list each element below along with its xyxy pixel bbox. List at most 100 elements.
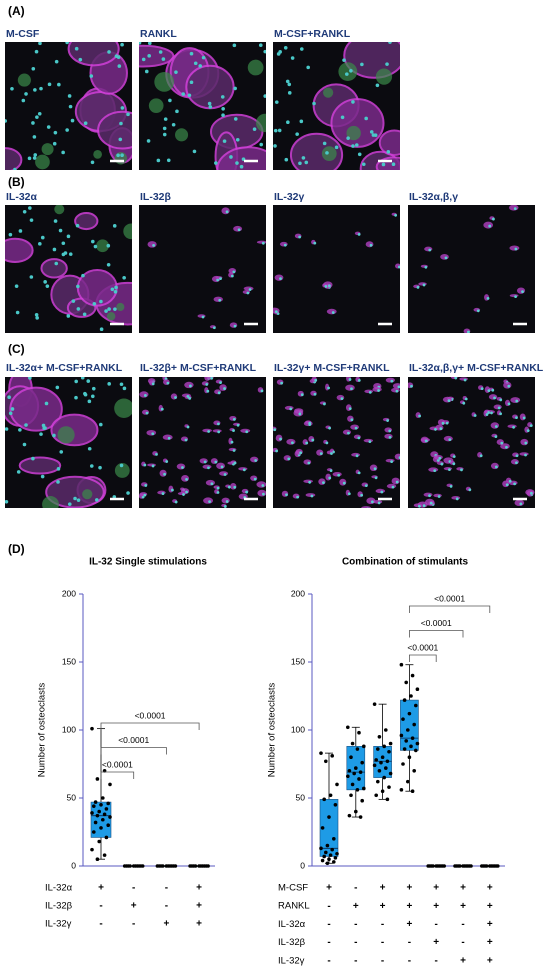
- nucleus: [424, 265, 428, 269]
- nucleus: [207, 430, 211, 433]
- nucleus: [146, 139, 151, 143]
- data-point: [428, 864, 432, 868]
- nucleus: [61, 150, 65, 155]
- nucleus: [329, 469, 333, 473]
- data-point: [406, 779, 410, 784]
- nucleus: [380, 490, 384, 494]
- condition-sign: -: [354, 919, 357, 930]
- data-point: [350, 782, 355, 787]
- nucleus: [499, 412, 502, 416]
- nucleus: [395, 389, 399, 393]
- nucleus: [223, 387, 226, 390]
- nucleus: [42, 426, 46, 430]
- nucleus: [444, 256, 448, 260]
- data-point: [374, 793, 379, 798]
- nucleus: [40, 235, 45, 240]
- nucleus: [192, 149, 197, 154]
- nucleus: [342, 58, 346, 62]
- cell: [17, 73, 31, 87]
- nucleus: [273, 128, 278, 133]
- nucleus: [18, 229, 23, 233]
- nucleus: [325, 151, 329, 155]
- cell: [507, 424, 517, 429]
- nucleus: [122, 386, 127, 391]
- nucleus: [14, 284, 19, 288]
- nucleus: [305, 441, 309, 445]
- cell: [385, 458, 395, 463]
- data-point: [377, 769, 382, 773]
- data-point: [410, 736, 415, 740]
- nucleus: [299, 119, 304, 124]
- condition-sign: -: [99, 901, 102, 912]
- cells: [273, 42, 400, 170]
- data-point: [322, 797, 327, 802]
- nucleus: [347, 492, 351, 496]
- data-point: [106, 823, 110, 827]
- data-point: [407, 755, 412, 759]
- condition-sign: -: [461, 937, 464, 948]
- condition-sign: -: [327, 919, 330, 930]
- cell: [57, 426, 75, 444]
- nucleus: [227, 485, 231, 489]
- y-tick-label: 150: [291, 656, 305, 666]
- nucleus: [273, 428, 277, 432]
- y-axis-label: Number of osteoclasts: [37, 682, 48, 777]
- nucleus: [68, 104, 73, 109]
- cell: [18, 456, 62, 475]
- cell: [202, 464, 212, 469]
- nucleus: [147, 42, 152, 46]
- nucleus: [162, 126, 167, 131]
- data-point: [352, 771, 357, 776]
- nucleus: [32, 135, 37, 139]
- nucleus: [70, 118, 75, 123]
- cells: [413, 205, 526, 333]
- condition-sign: +: [353, 901, 359, 912]
- nucleus: [166, 381, 170, 385]
- nucleus: [307, 461, 311, 465]
- data-point: [492, 864, 497, 868]
- data-point: [346, 725, 350, 730]
- cell: [295, 448, 303, 455]
- cells: [273, 377, 400, 508]
- data-point: [488, 864, 492, 868]
- nucleus: [119, 121, 123, 126]
- cell: [114, 398, 132, 419]
- condition-sign: +: [196, 901, 202, 912]
- cell: [35, 154, 50, 170]
- nucleus: [424, 439, 428, 443]
- nucleus: [225, 500, 229, 503]
- nucleus: [328, 476, 332, 480]
- cell: [443, 435, 453, 442]
- data-point: [410, 789, 415, 793]
- cell: [343, 42, 400, 79]
- nucleus: [10, 86, 14, 91]
- nucleus: [66, 314, 71, 318]
- data-point: [157, 864, 161, 868]
- nucleus: [203, 460, 207, 464]
- nucleus: [232, 417, 236, 421]
- nucleus: [37, 111, 42, 116]
- micrograph-bg: [408, 205, 535, 333]
- nucleus: [87, 446, 92, 451]
- cell: [199, 458, 208, 464]
- condition-sign: -: [408, 955, 411, 966]
- nucleus: [5, 119, 8, 123]
- data-point: [325, 861, 330, 866]
- cell: [147, 241, 157, 248]
- cell: [418, 282, 427, 286]
- data-point: [402, 747, 407, 751]
- y-tick-label: 50: [67, 792, 77, 802]
- data-point: [349, 755, 353, 759]
- cell: [256, 481, 266, 488]
- nucleus: [151, 432, 155, 436]
- nucleus: [230, 274, 234, 278]
- nucleus: [76, 498, 81, 502]
- nucleus: [175, 109, 179, 114]
- cell: [256, 113, 266, 133]
- cell: [378, 129, 400, 157]
- cell: [175, 128, 189, 142]
- data-point: [320, 858, 325, 863]
- condition-sign: +: [433, 883, 439, 894]
- data-point: [104, 807, 109, 811]
- panel-label: (B): [8, 175, 25, 189]
